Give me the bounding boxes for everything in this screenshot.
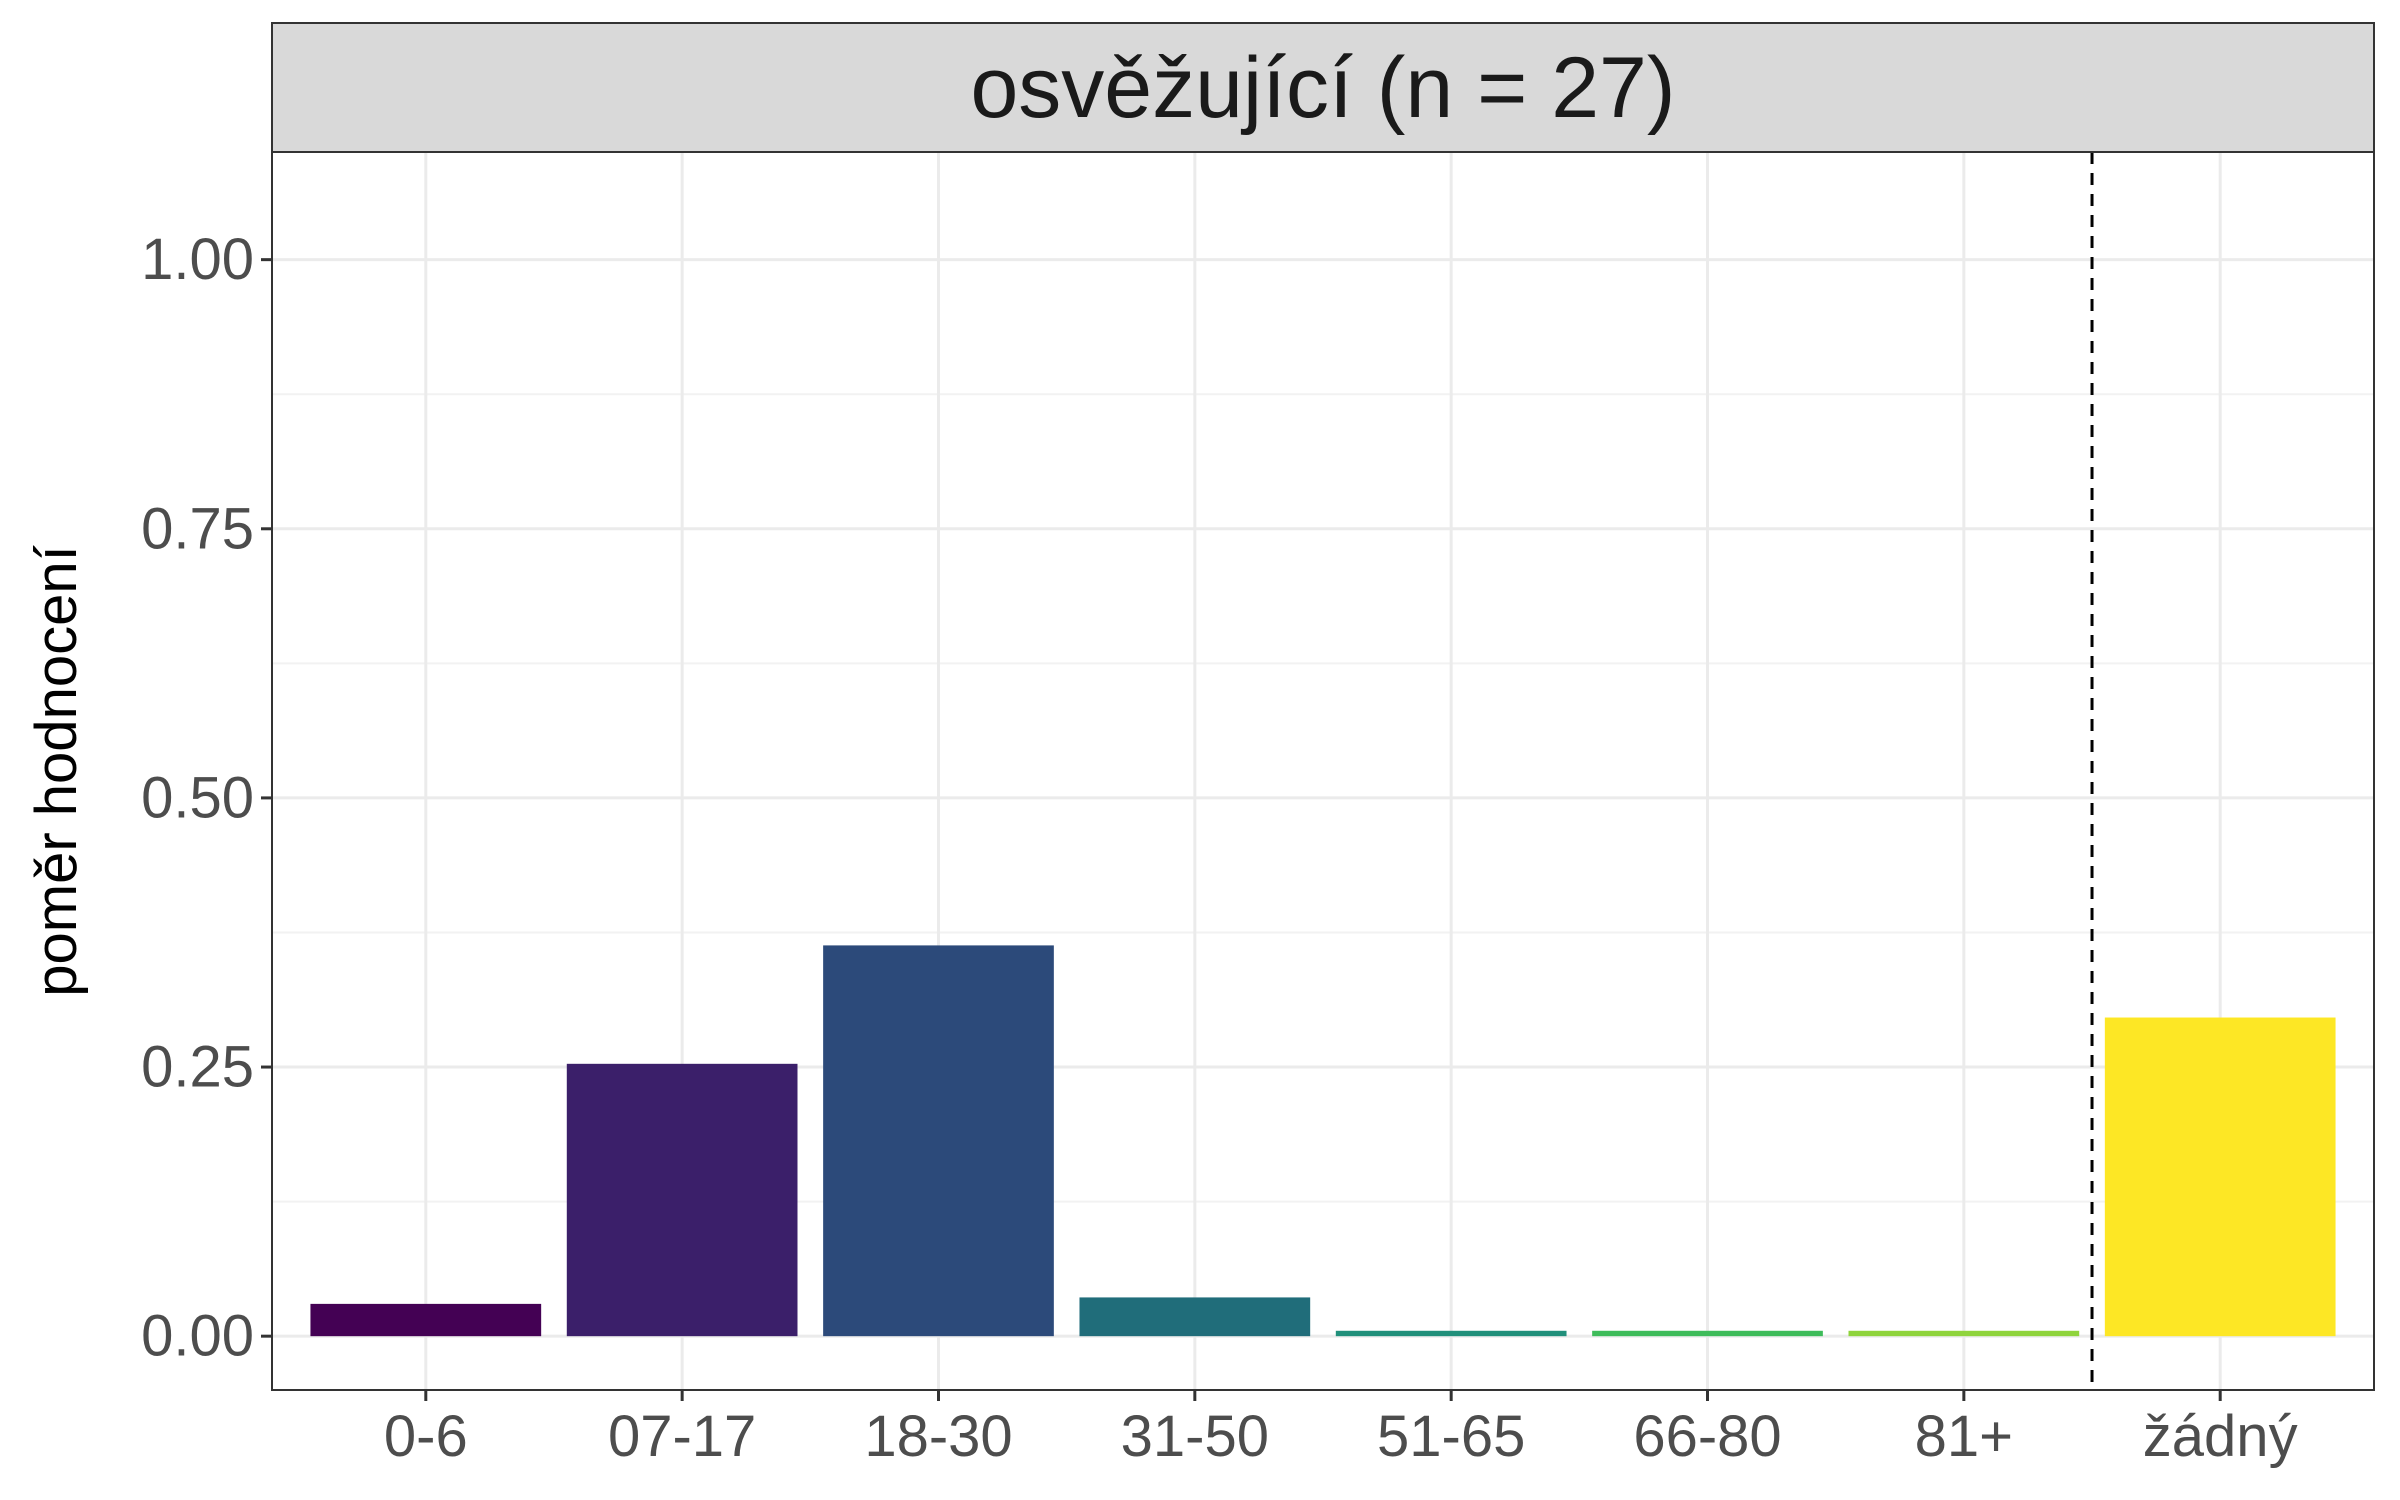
x-tick-label: 0-6 — [384, 1404, 468, 1469]
bar-81+ — [1848, 1330, 2080, 1337]
bar-51-65 — [1335, 1330, 1567, 1337]
x-tick-label: 31-50 — [1121, 1404, 1269, 1469]
y-tick-label: 0.75 — [141, 496, 254, 561]
x-axis: 0-6 07-17 18-30 31-50 51-65 66-80 81+ žádný — [384, 1390, 2298, 1469]
y-axis: 0.00 0.25 0.50 0.75 1.00 — [141, 227, 272, 1369]
bar-18-30 — [823, 945, 1054, 1337]
x-tick-label: 51-65 — [1377, 1404, 1525, 1469]
bars — [310, 945, 2336, 1337]
x-tick-label: 81+ — [1915, 1404, 2013, 1469]
x-tick-label: 07-17 — [608, 1404, 756, 1469]
bar-0-6 — [310, 1303, 542, 1337]
y-tick-label: 0.25 — [141, 1035, 254, 1100]
bar-07-17 — [566, 1063, 798, 1337]
y-tick-label: 0.50 — [141, 765, 254, 830]
y-tick-label: 1.00 — [141, 227, 254, 292]
facet-label: osvěžující (n = 27) — [970, 40, 1675, 136]
y-tick-label: 0.00 — [141, 1304, 254, 1369]
y-axis-title: poměr hodnocení — [24, 545, 89, 996]
bar-66-80 — [1592, 1330, 1823, 1337]
facet-strip — [271, 22, 2375, 153]
x-tick-label: žádný — [2143, 1404, 2298, 1469]
x-tick-label: 18-30 — [864, 1404, 1012, 1469]
x-tick-label: 66-80 — [1633, 1404, 1781, 1469]
bar-31-50 — [1079, 1297, 1311, 1337]
bar-žádný — [2104, 1017, 2336, 1337]
